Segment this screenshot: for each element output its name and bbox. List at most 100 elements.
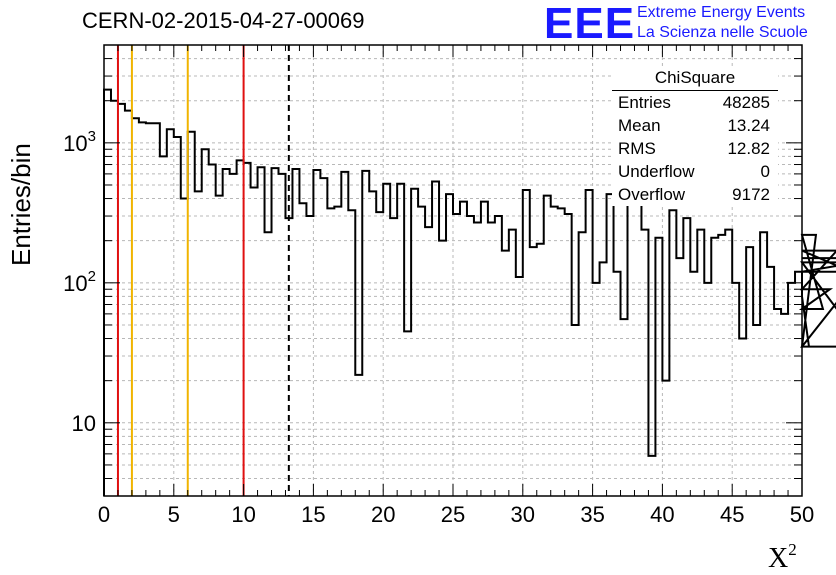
histogram-bin	[467, 216, 474, 496]
histogram-bin	[153, 123, 160, 496]
histogram-bin	[446, 194, 453, 496]
histogram-bin	[453, 214, 460, 496]
histogram-bin	[676, 258, 683, 496]
histogram-bin	[502, 251, 509, 496]
histogram-bin	[258, 167, 265, 496]
histogram-bin	[788, 283, 795, 496]
histogram-bin	[704, 283, 711, 496]
histogram-bin	[404, 331, 411, 496]
histogram-bin	[537, 244, 544, 496]
histogram-bin	[334, 207, 341, 496]
stats-label: RMS	[618, 139, 656, 158]
x-tick-label: 50	[790, 502, 814, 527]
x-tick-label: 40	[650, 502, 674, 527]
stats-value: 13.24	[727, 116, 770, 135]
stats-label: Overflow	[618, 185, 686, 204]
histogram-bin	[600, 262, 607, 496]
histogram-bin	[341, 172, 348, 496]
x-axis-label-text: X	[768, 543, 789, 574]
x-axis-label-sup: 2	[788, 540, 797, 559]
histogram-bin	[753, 325, 760, 496]
histogram-bin	[669, 210, 676, 496]
stats-row-entries: Entries 48285	[612, 91, 778, 114]
histogram-bin	[362, 171, 369, 496]
histogram-bin	[432, 181, 439, 496]
histogram-bin	[760, 232, 767, 496]
histogram-bin	[683, 218, 690, 496]
histogram-bin	[265, 232, 272, 496]
histogram-bin	[272, 168, 279, 496]
histogram-bin	[711, 238, 718, 496]
histogram-bin	[125, 111, 132, 496]
histogram-bin	[530, 247, 537, 496]
histogram-bin	[139, 122, 146, 496]
histogram-bin	[725, 230, 732, 496]
histogram-bin	[565, 214, 572, 496]
x-tick-label: 20	[371, 502, 395, 527]
histogram-bin	[390, 218, 397, 496]
stats-row-overflow: Overflow 9172	[612, 183, 778, 206]
histogram-bin	[132, 118, 139, 496]
histogram-bin	[230, 174, 237, 496]
histogram-bin	[251, 187, 258, 496]
histogram-bin	[579, 232, 586, 496]
x-tick-label: 10	[231, 502, 255, 527]
eee-logo: EEE	[544, 0, 636, 48]
histogram-bin	[376, 212, 383, 496]
histogram-bin	[593, 283, 600, 496]
histogram-bin	[460, 202, 467, 496]
histogram-bin	[160, 156, 167, 496]
histogram-bin	[104, 90, 111, 496]
logo-line-1: Extreme Energy Events	[637, 4, 806, 21]
x-tick-label: 30	[511, 502, 535, 527]
histogram-bin	[174, 137, 181, 496]
histogram-bin	[279, 174, 286, 496]
logo-line-2: La Scienza nelle Scuole	[637, 24, 808, 41]
histogram-bin	[544, 196, 551, 496]
histogram-bin	[732, 283, 739, 496]
stats-label: Underflow	[618, 162, 695, 181]
histogram-bin	[244, 163, 251, 496]
stats-value: 0	[760, 162, 770, 181]
histogram-bin	[523, 190, 530, 496]
stats-box: ChiSquare Entries 48285 Mean 13.24 RMS 12.8…	[612, 66, 778, 206]
histogram-bin	[628, 193, 635, 496]
x-tick-label: 0	[98, 502, 110, 527]
histogram-bin	[425, 227, 432, 496]
y-tick-label: 10	[72, 411, 96, 436]
stats-row-mean: Mean 13.24	[612, 114, 778, 137]
histogram-bin	[327, 208, 334, 496]
histogram-bin	[739, 339, 746, 496]
chart-title: CERN-02-2015-04-27-00069	[82, 8, 365, 33]
histogram-bin	[662, 381, 669, 496]
histogram-bin	[167, 129, 174, 496]
stats-value: 9172	[732, 185, 770, 204]
histogram-bin	[718, 235, 725, 496]
histogram-bin	[655, 238, 662, 496]
histogram-bin	[614, 272, 621, 496]
stats-label: Mean	[618, 116, 661, 135]
histogram-bin	[202, 149, 209, 496]
x-tick-label: 15	[301, 502, 325, 527]
histogram-bin	[607, 194, 614, 496]
histogram-bin	[320, 178, 327, 496]
histogram-outline	[103, 88, 836, 496]
histogram-bin	[111, 101, 118, 496]
histogram-bin	[223, 169, 230, 496]
y-tick-label: 102	[63, 268, 96, 296]
histogram-bin	[369, 191, 376, 496]
histogram-bin	[313, 170, 320, 496]
histogram-bin	[209, 165, 216, 496]
histogram-bin	[558, 208, 565, 496]
x-tick-label: 35	[580, 502, 604, 527]
histogram-bin	[795, 272, 802, 496]
stats-title: ChiSquare	[612, 66, 778, 91]
stats-row-rms: RMS 12.82	[612, 137, 778, 160]
histogram-bin	[237, 160, 244, 496]
x-tick-label: 25	[441, 502, 465, 527]
x-tick-label: 5	[168, 502, 180, 527]
y-tick-label: 103	[63, 128, 96, 156]
histogram-bin	[774, 309, 781, 496]
x-tick-label: 45	[720, 502, 744, 527]
